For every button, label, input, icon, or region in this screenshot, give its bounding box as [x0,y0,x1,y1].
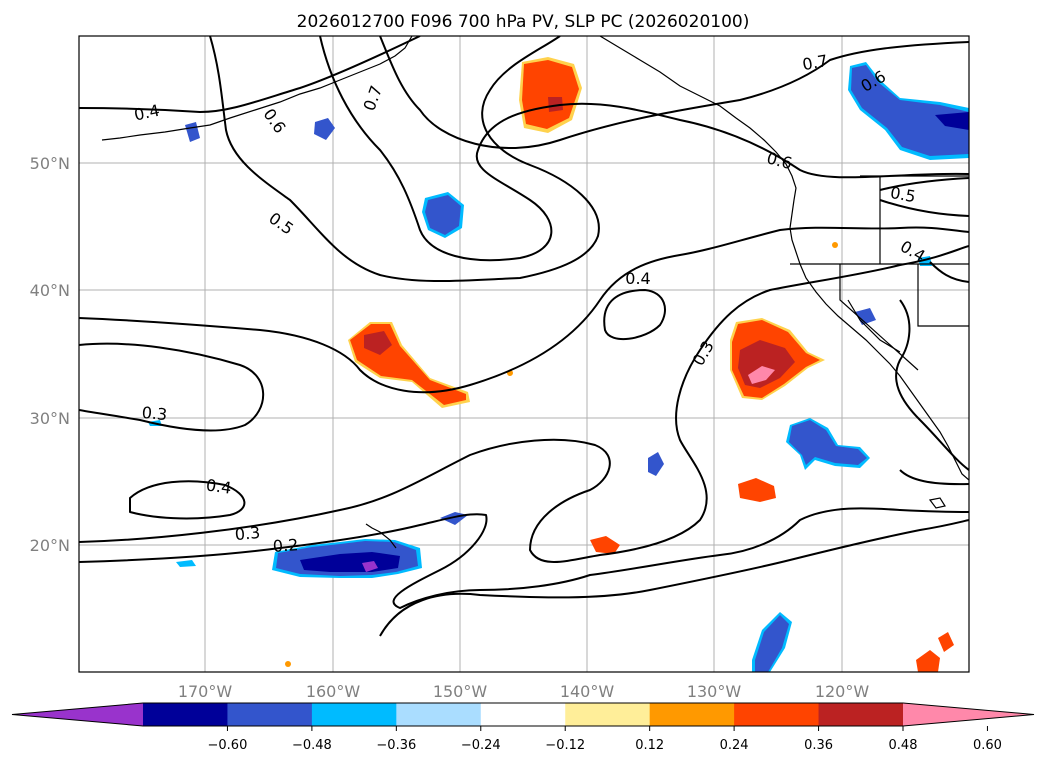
colorbar-tick-label: 0.24 [720,738,749,753]
contour-label: 0.3 [234,523,261,544]
colorbar-segment [649,703,735,726]
map-frame [78,35,970,673]
colorbar-tick-label: −0.48 [292,738,332,753]
colorbar-tick-label: 0.12 [635,738,664,753]
colorbar-segment [480,703,566,726]
lat-tick-label: 30°N [30,409,70,428]
colorbar-segment [396,703,482,726]
map-background [79,36,969,672]
contour-label: 0.4 [132,101,161,125]
colorbar-extend-high [903,703,1034,726]
pv-blob-small1 [738,478,776,502]
border-segment [847,299,901,353]
colorbar-tick-label: 0.36 [804,738,833,753]
lat-tick-label: 20°N [30,536,70,555]
contour-label: 0.4 [625,269,650,288]
contour-label: 0.3 [141,403,168,424]
graticule [79,36,969,672]
contour-0.4-mid [79,226,969,394]
colorbar-outline [11,702,1035,727]
lon-tick-label: 160°W [306,682,361,701]
colorbar-segment [143,703,228,726]
contour-east-small [899,469,969,486]
contour-0.4-north [79,36,421,113]
contour-east-coast [895,299,969,471]
colorbar-tick-label: 0.60 [973,738,1002,753]
colorbar-tick-label: −0.36 [376,738,416,753]
lat-tick-label: 50°N [30,154,70,173]
contour-0.3-west [79,342,265,432]
contour-0.5-east [879,177,969,217]
contour-lines [79,36,969,637]
colorbar-segment [818,703,904,726]
contour-0.4-closed [603,289,666,341]
island-small [928,497,946,509]
colorbar-tick-label: −0.12 [545,738,585,753]
pv-negative-areas [148,62,969,672]
colorbar-tick-label: 0.48 [889,738,918,753]
contour-0.5 [209,36,600,282]
colorbar-tick-label: −0.24 [461,738,501,753]
coastline-aleutians [101,36,413,141]
colorbar-tick-label: −0.60 [208,738,248,753]
colorbar-segment [311,703,397,726]
lat-tick-label: 40°N [30,281,70,300]
contour-0.6 [319,36,969,262]
lon-tick-label: 170°W [178,682,233,701]
pv-positive-areas [285,57,954,672]
coastline-north-america [599,36,969,481]
lat-tick-labels: 50°N 40°N 30°N 20°N [30,154,70,555]
colorbar-segment [734,703,820,726]
coastlines [101,36,969,549]
lon-tick-label: 140°W [560,682,615,701]
contour-label: 0.2 [272,535,299,556]
hawaiian-islands [365,523,397,549]
colorbar-segment [227,703,313,726]
colorbar: −0.60 −0.48 −0.36 −0.24 −0.12 0.12 0.24 0.36 0.4… [11,702,1035,753]
contour-label: 0.5 [889,183,917,206]
figure-title: 2026012700 F096 700 hPa PV, SLP PC (2026… [297,12,750,32]
lon-tick-labels: 170°W 160°W 150°W 140°W 130°W 120°W [178,682,870,701]
map-content: 0.4 0.6 0.7 0.5 0.4 0.3 0.3 0.4 0.3 0.2 … [79,36,969,672]
lon-tick-label: 120°W [815,682,870,701]
contour-label: 0.7 [801,51,829,74]
lon-tick-label: 150°W [433,682,488,701]
contour-label: 0.4 [205,475,233,497]
contour-0.7-north [379,36,969,149]
colorbar-extend-low [12,703,143,726]
lon-tick-label: 130°W [687,682,742,701]
contour-0.4-south [129,480,246,520]
colorbar-segment [565,703,651,726]
state-borders [790,175,969,371]
contour-0.2-south [379,519,969,637]
contour-0.3-main [79,245,969,563]
